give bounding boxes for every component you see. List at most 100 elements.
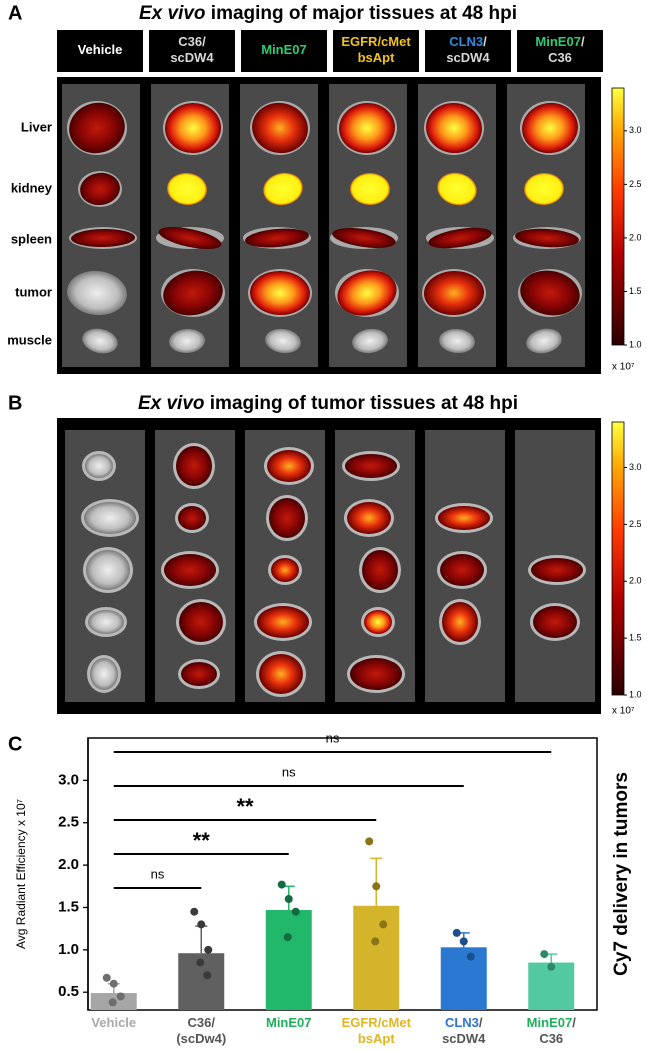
- label-line: scDW4: [170, 50, 214, 65]
- label-line: CLN3/: [445, 1015, 483, 1030]
- tumor-signal: [86, 550, 130, 590]
- label-line: C36: [539, 1031, 563, 1046]
- significance-label: **: [193, 828, 211, 853]
- tissue-signal: [428, 227, 492, 249]
- tissue-label: Liver: [21, 119, 52, 134]
- tissue-signal: [424, 270, 484, 316]
- tissue-signal: [82, 328, 118, 354]
- tumor-signal: [90, 658, 118, 690]
- label-line: MinE07/: [527, 1015, 577, 1030]
- data-point: [283, 933, 292, 942]
- data-point: [196, 958, 205, 967]
- colorbar-tick-label: 1.5: [629, 286, 642, 296]
- tumor-signal: [176, 446, 212, 486]
- tissue-signal: [426, 102, 482, 154]
- tissue-signal: [350, 172, 390, 206]
- tissue-signal: [167, 172, 207, 206]
- title-rest: imaging of major tissues at 48 hpi: [206, 3, 517, 24]
- colorbar-tick-label: 2.0: [629, 232, 642, 242]
- label-segment: bsApt: [358, 1031, 396, 1046]
- label-segment: C36/: [188, 1015, 216, 1030]
- label-segment: EGFR/cMet: [341, 34, 411, 49]
- data-point: [372, 882, 381, 891]
- label-line: EGFR/cMet: [341, 34, 411, 49]
- group-header: [517, 30, 603, 72]
- y-axis-label: Avg Radiant Efficiency x 10⁷: [14, 799, 28, 949]
- y-tick-label: 3.0: [58, 771, 79, 788]
- significance-label: **: [236, 794, 254, 819]
- tissue-signal: [439, 328, 475, 354]
- label-line: bsApt: [358, 1031, 396, 1046]
- tumor-signal: [440, 554, 484, 586]
- label-segment: (scDw4): [176, 1031, 226, 1046]
- colorbar-tick-label: 1.0: [629, 339, 642, 349]
- label-line: C36: [548, 50, 572, 65]
- data-point: [190, 907, 199, 916]
- y-tick-label: 2.5: [58, 814, 79, 831]
- tissue-signal: [526, 328, 562, 354]
- tumor-signal: [259, 654, 303, 694]
- label-segment: MinE07: [527, 1015, 573, 1030]
- image-panel-b: [57, 418, 601, 714]
- significance-label: ns: [326, 730, 340, 745]
- tumor-signal: [531, 558, 583, 582]
- label-segment: scDW4: [446, 50, 490, 65]
- data-point: [371, 937, 380, 946]
- label-line: MinE07: [261, 42, 307, 57]
- tissue-label: spleen: [11, 231, 52, 246]
- title-italic: Ex vivo: [139, 3, 206, 24]
- tumor-signal: [88, 610, 124, 634]
- label-line: EGFR/cMet: [342, 1015, 412, 1030]
- group-header: [333, 30, 419, 72]
- tissue-signal: [352, 328, 388, 354]
- colorbar-tick-label: 2.5: [629, 519, 642, 529]
- y-tick-label: 2.0: [58, 856, 79, 873]
- tumor-signal: [350, 658, 402, 690]
- data-point: [291, 907, 300, 916]
- tissue-signal: [339, 102, 395, 154]
- label-line: (scDw4): [176, 1031, 226, 1046]
- label-segment: EGFR/cMet: [342, 1015, 412, 1030]
- group-header: [57, 30, 143, 72]
- label-line: bsApt: [358, 50, 396, 65]
- tissue-label: muscle: [7, 332, 52, 347]
- tumor-signal: [438, 506, 490, 530]
- data-point: [452, 928, 461, 937]
- data-point: [197, 920, 206, 929]
- tissue-signal: [522, 102, 578, 154]
- data-point: [108, 998, 117, 1007]
- label-segment: /: [479, 1015, 483, 1030]
- tissue-signal: [250, 270, 310, 316]
- bar: [265, 910, 312, 1010]
- label-segment: C36: [539, 1031, 563, 1046]
- tumor-signal: [178, 506, 206, 530]
- data-point: [379, 920, 388, 929]
- tumor-signal: [257, 606, 309, 638]
- label-segment: scDW4: [170, 50, 214, 65]
- colorbar-unit: x 10⁷: [612, 362, 635, 373]
- label-segment: /: [483, 34, 487, 49]
- tissue-signal: [524, 172, 564, 206]
- label-segment: Vehicle: [91, 1015, 136, 1030]
- data-point: [102, 973, 111, 982]
- tumor-signal: [345, 454, 397, 478]
- tumor-signal: [364, 610, 392, 634]
- group-header: [149, 30, 235, 72]
- tissue-signal: [80, 172, 120, 206]
- tumor-signal: [269, 498, 305, 538]
- panel-letter: B: [8, 392, 22, 414]
- side-title: Cy7 delivery in tumors: [611, 772, 632, 976]
- label-segment: CLN3: [445, 1015, 479, 1030]
- significance-label: ns: [282, 764, 296, 779]
- data-point: [203, 971, 212, 980]
- title-rest: imaging of tumor tissues at 48 hpi: [205, 393, 519, 414]
- significance-label: ns: [151, 866, 165, 881]
- tumor-signal: [362, 550, 398, 590]
- tissue-signal: [265, 328, 301, 354]
- colorbar: [611, 87, 625, 346]
- label-line: C36/: [188, 1015, 216, 1030]
- tissue-signal: [165, 102, 221, 154]
- label-segment: bsApt: [358, 50, 396, 65]
- y-tick-label: 0.5: [58, 983, 79, 1000]
- data-point: [284, 894, 293, 903]
